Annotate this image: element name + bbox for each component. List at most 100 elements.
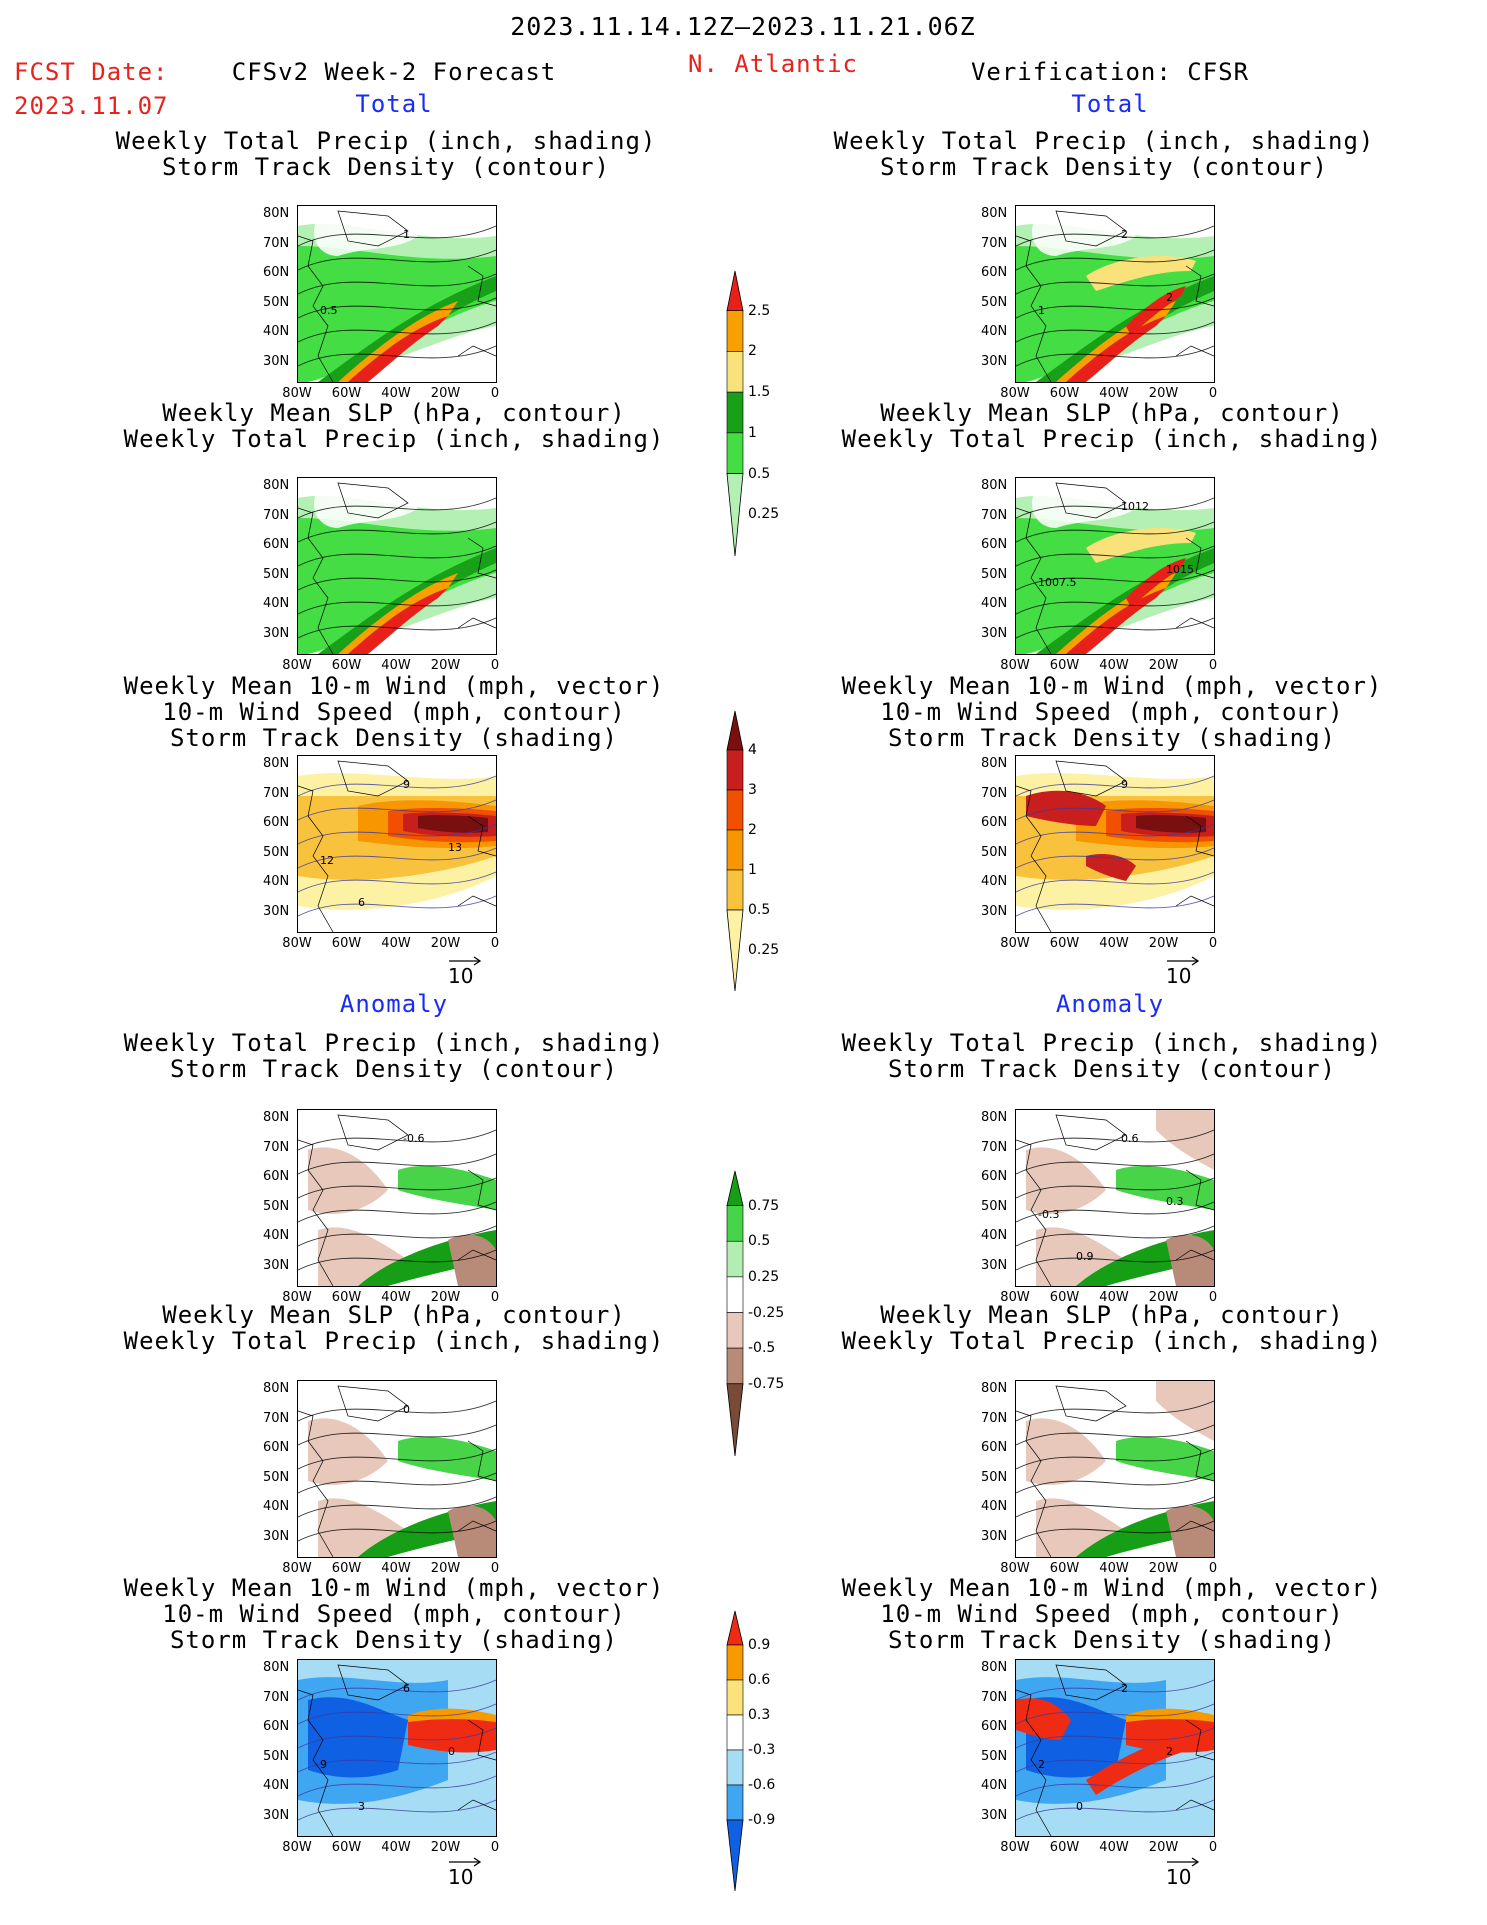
lat-tick-label: 60N — [981, 1719, 1008, 1734]
colorbar-label: 0.5 — [748, 902, 771, 918]
lat-tick-label: 40N — [263, 596, 290, 611]
lon-tick-label: 60W — [1049, 658, 1080, 673]
lon-tick-label: 80W — [1000, 936, 1030, 951]
section-total-right: Total — [1071, 90, 1149, 118]
lat-tick-label: 80N — [263, 756, 290, 771]
vector-ref-ob-total: 10 — [1166, 956, 1200, 988]
lon-tick-label: 40W — [381, 1561, 411, 1576]
map-ob-anom-precip: 0.6 -0.3 0.3 0.9 — [1015, 1109, 1215, 1287]
map-ob-wind: 9 — [1015, 755, 1215, 933]
lat-tick-label: 60N — [263, 537, 290, 552]
lat-tick-label: 50N — [263, 294, 290, 310]
lat-tick-label: 50N — [263, 566, 290, 582]
lat-tick-label: 70N — [981, 1410, 1008, 1426]
lon-tick-label: 0 — [490, 658, 500, 673]
contour-label: 0.5 — [320, 304, 338, 317]
contour-label: -0.3 — [1038, 1208, 1059, 1221]
colorbar-label: 3 — [748, 782, 757, 798]
model-title: CFSv2 Week-2 Forecast — [231, 58, 557, 86]
lon-tick-label: 60W — [1049, 1561, 1080, 1576]
lat-tick-label: 70N — [263, 507, 290, 523]
lat-tick-label: 30N — [981, 1257, 1008, 1273]
lon-tick-label: 20W — [1148, 658, 1179, 673]
lat-tick-label: 50N — [981, 1198, 1008, 1214]
map-fc-slp-precip — [297, 477, 497, 655]
map-ob-anom-wind: 2 2 2 0 — [1015, 1659, 1215, 1837]
lon-tick-label: 40W — [381, 1290, 411, 1305]
lat-tick-label: 80N — [263, 478, 290, 493]
contour-label: 13 — [448, 841, 462, 854]
lat-tick-label: 40N — [263, 874, 290, 889]
lat-tick-label: 30N — [263, 1807, 290, 1823]
lat-tick-label: 70N — [263, 235, 290, 251]
lat-tick-label: 70N — [981, 507, 1008, 523]
lon-tick-label: 0 — [490, 386, 500, 401]
colorbar-precip — [726, 270, 744, 557]
panel-title-fc-anom-precip: Weekly Total Precip (inch, shading) Storm… — [123, 1029, 665, 1083]
lat-tick-label: 70N — [981, 1689, 1008, 1705]
colorbar-label: -0.3 — [748, 1742, 776, 1758]
lat-tick-label: 40N — [263, 1228, 290, 1243]
lon-tick-label: 80W — [282, 386, 312, 401]
lon-tick-label: 20W — [1148, 386, 1179, 401]
lat-tick-label: 40N — [981, 1778, 1008, 1793]
contour-label: 1 — [403, 228, 410, 241]
lat-tick-label: 40N — [263, 1778, 290, 1793]
lon-tick-label: 20W — [1148, 936, 1179, 951]
vector-ref-fc-total: 10 — [448, 956, 482, 988]
lat-tick-label: 50N — [263, 1198, 290, 1214]
lon-tick-label: 60W — [331, 386, 362, 401]
colorbar-track — [726, 710, 744, 992]
panel-title-fc-anom-wind: Weekly Mean 10-m Wind (mph, vector) 10-m … — [123, 1574, 665, 1654]
lat-tick-label: 80N — [263, 1381, 290, 1396]
lat-tick-label: 70N — [263, 785, 290, 801]
lat-tick-label: 70N — [981, 785, 1008, 801]
colorbar-label: 0.25 — [748, 1268, 780, 1285]
lon-tick-label: 0 — [1208, 936, 1218, 951]
map-fc-anom-wind: 6 9 0 3 — [297, 1659, 497, 1837]
date-range-title: 2023.11.14.12Z–2023.11.21.06Z — [510, 12, 976, 41]
map-fc-anom-slp: 0 — [297, 1380, 497, 1558]
lon-tick-label: 80W — [1000, 386, 1030, 401]
panel-title-fc-precip-track: Weekly Total Precip (inch, shading) Storm… — [115, 127, 657, 181]
lat-tick-label: 70N — [263, 1139, 290, 1155]
section-total-left: Total — [355, 90, 433, 118]
colorbar-label: -0.75 — [748, 1375, 785, 1392]
lon-tick-label: 20W — [430, 386, 461, 401]
lat-tick-label: 60N — [263, 1169, 290, 1184]
colorbar-label: -0.6 — [748, 1777, 776, 1793]
contour-label: 1015 — [1166, 563, 1194, 576]
contour-label: 1007.5 — [1038, 576, 1077, 589]
lat-tick-label: 60N — [981, 1440, 1008, 1455]
map-fc-anom-precip: -0.6 — [297, 1109, 497, 1287]
lon-tick-label: 0 — [1208, 658, 1218, 673]
lat-tick-label: 30N — [981, 625, 1008, 641]
lon-tick-label: 20W — [430, 936, 461, 951]
lat-tick-label: 40N — [981, 324, 1008, 339]
lat-tick-label: 30N — [263, 625, 290, 641]
lat-tick-label: 60N — [981, 265, 1008, 280]
lat-tick-label: 70N — [981, 235, 1008, 251]
lat-tick-label: 80N — [981, 478, 1008, 493]
lat-tick-label: 30N — [263, 903, 290, 919]
vector-ref-fc-anom: 10 — [448, 1857, 482, 1889]
colorbar-track_anom — [726, 1610, 744, 1892]
contour-label: 6 — [358, 896, 365, 909]
colorbar-label: -0.9 — [748, 1812, 776, 1828]
contour-label: 3 — [358, 1800, 365, 1813]
lon-tick-label: 80W — [282, 1561, 312, 1576]
contour-label: 1 — [1038, 304, 1045, 317]
lat-tick-label: 40N — [263, 324, 290, 339]
section-anomaly-right: Anomaly — [1055, 990, 1165, 1018]
contour-label: 1012 — [1121, 500, 1149, 513]
lat-tick-label: 80N — [263, 206, 290, 221]
lon-tick-label: 60W — [331, 936, 362, 951]
lon-tick-label: 20W — [430, 1561, 461, 1576]
lat-tick-label: 60N — [981, 815, 1008, 830]
lat-tick-label: 40N — [981, 1228, 1008, 1243]
lat-tick-label: 40N — [981, 596, 1008, 611]
contour-label: 2 — [1166, 1745, 1173, 1758]
lat-tick-label: 50N — [981, 844, 1008, 860]
lon-tick-label: 40W — [381, 1840, 411, 1855]
panel-title-fc-anom-slp: Weekly Mean SLP (hPa, contour) Weekly Tot… — [123, 1301, 665, 1355]
